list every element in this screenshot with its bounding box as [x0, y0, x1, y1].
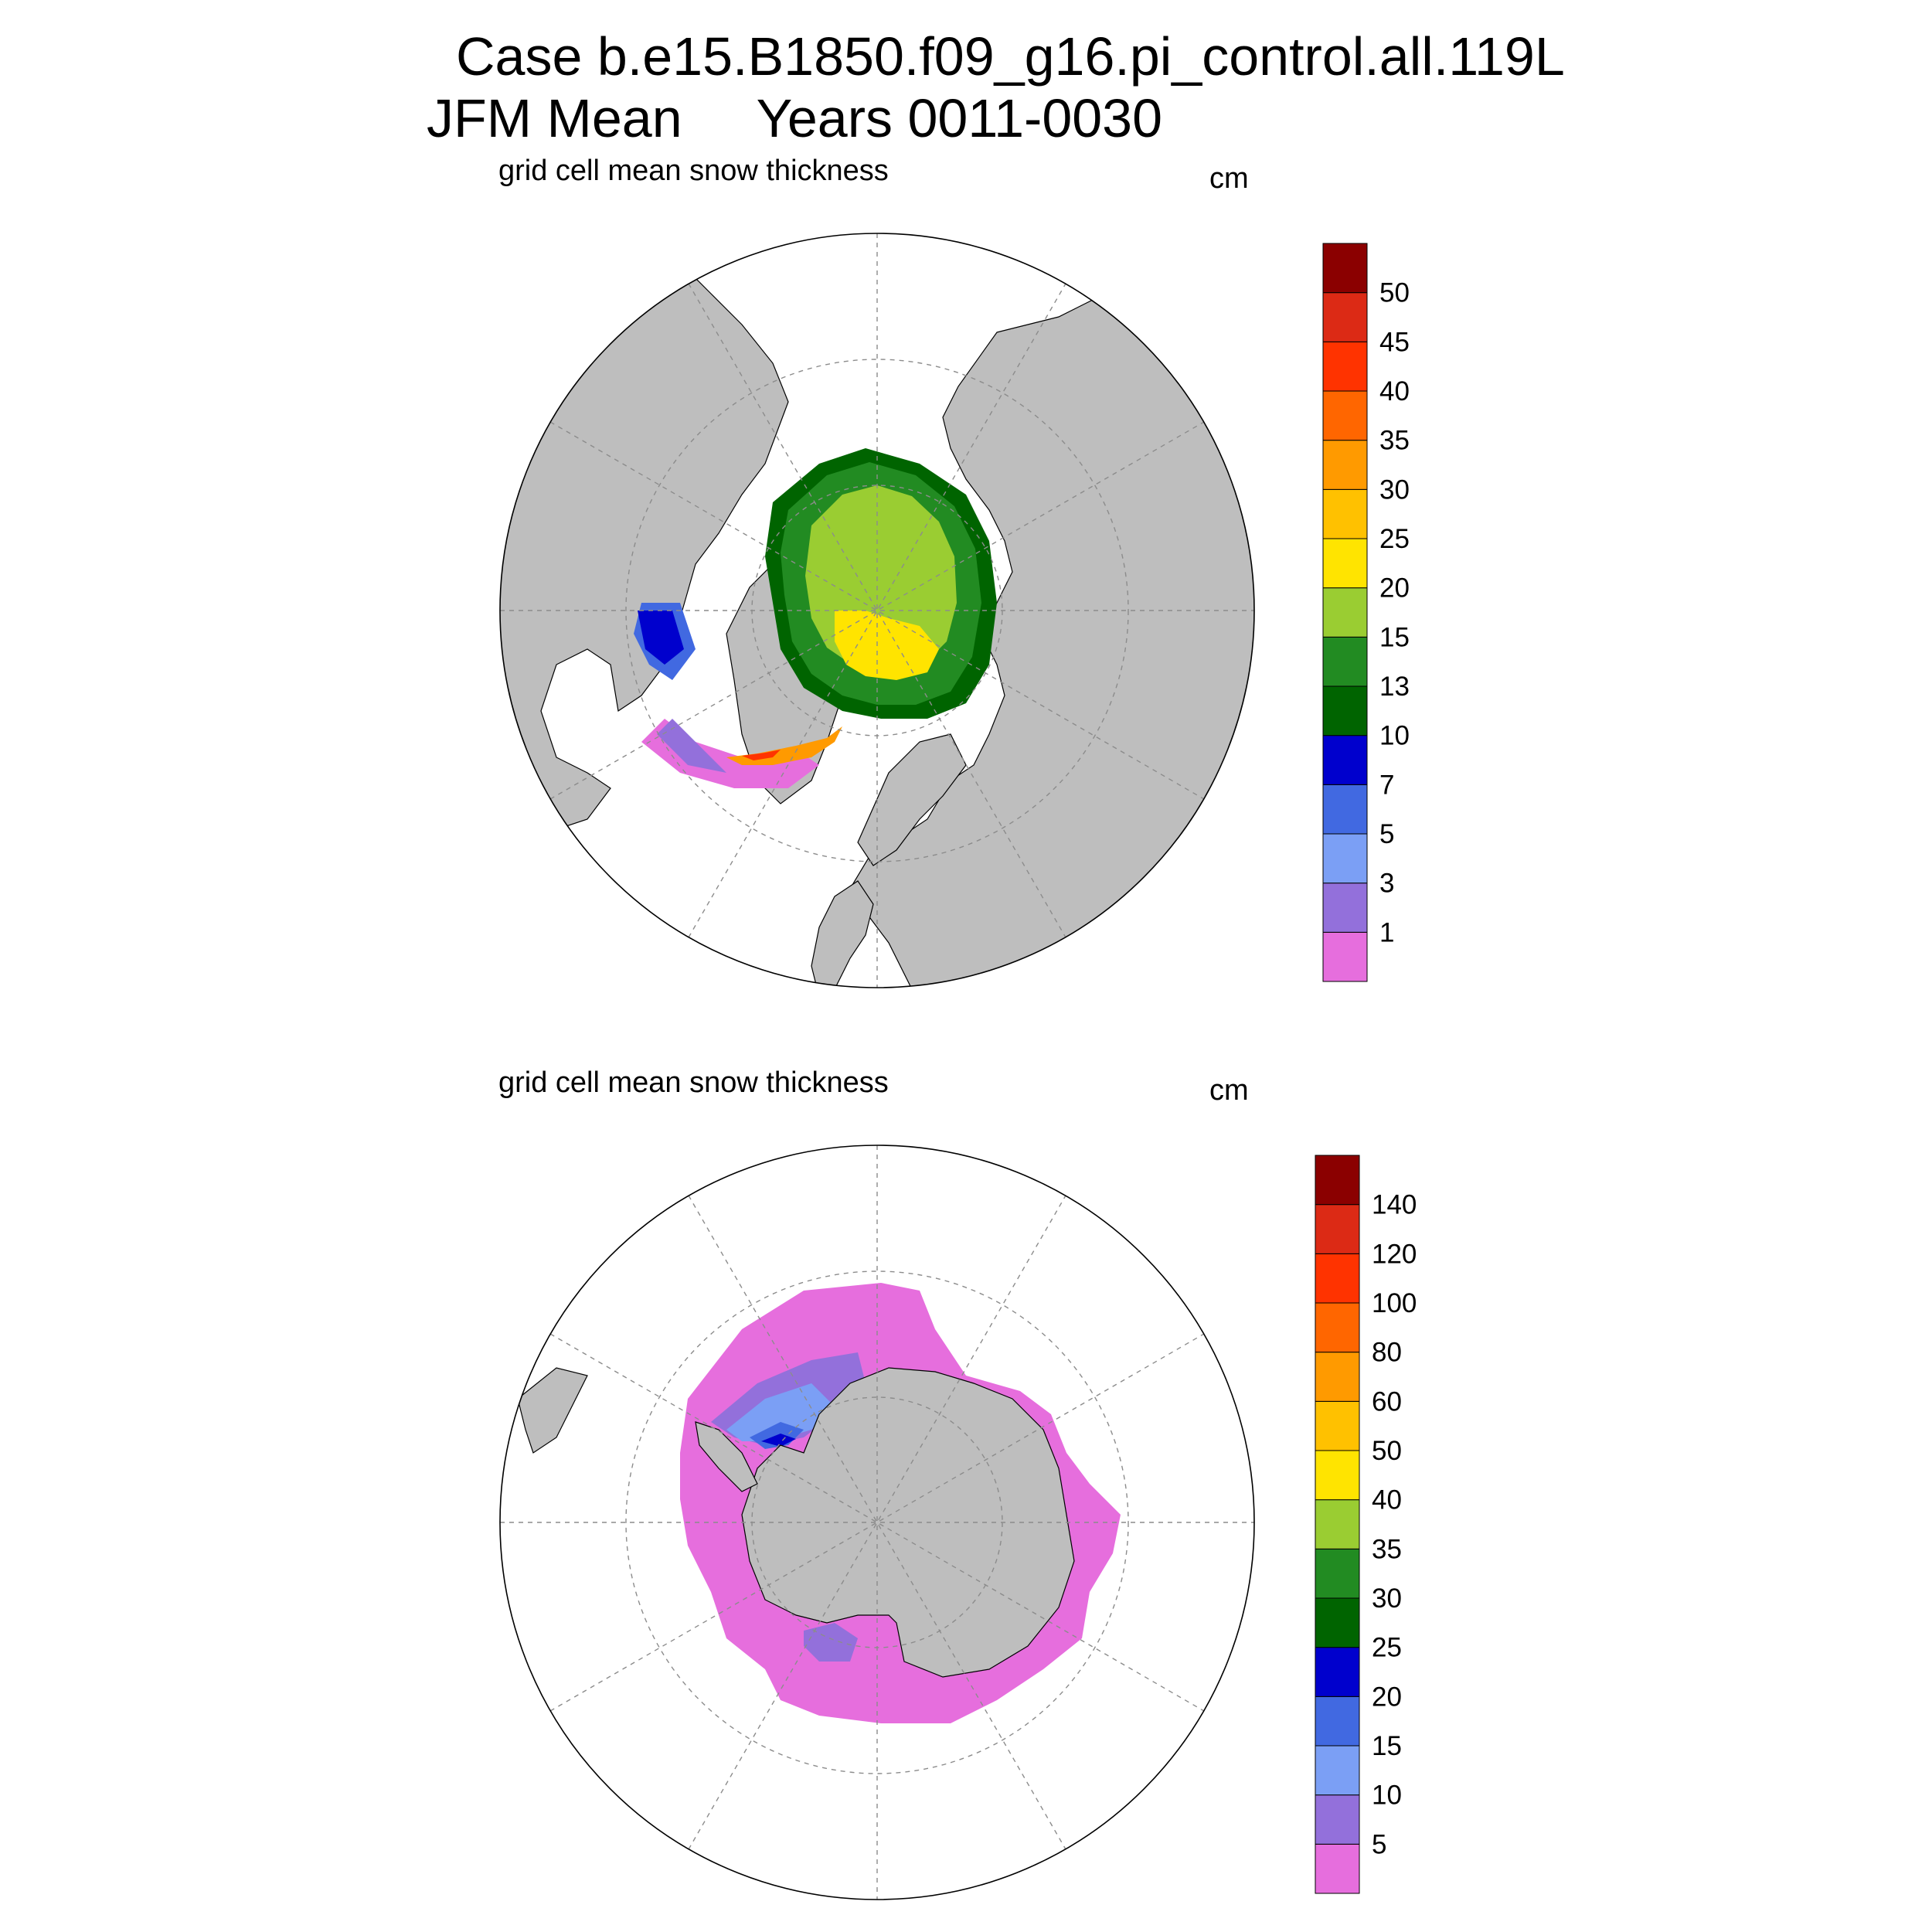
south-colorbar-swatch-0: [1315, 1843, 1360, 1894]
north-colorbar-tick-label: 40: [1379, 376, 1410, 406]
north-colorbar-swatch-9: [1322, 488, 1368, 539]
north-polar-map: [499, 233, 1255, 988]
north-colorbar-tick-label: 20: [1379, 573, 1410, 604]
north-colorbar-tick-label: 1: [1379, 917, 1394, 947]
north-land-iceland-europe: [811, 880, 874, 988]
south-map-units: cm: [1209, 1074, 1249, 1107]
north-colorbar-tick-label: 45: [1379, 327, 1410, 357]
south-colorbar-swatch-6: [1315, 1548, 1360, 1599]
south-map-boundary: [499, 1145, 1255, 1900]
north-colorbar-swatch-5: [1322, 685, 1368, 736]
north-map-units: cm: [1209, 162, 1249, 195]
north-colorbar-swatch-7: [1322, 587, 1368, 638]
south-colorbar-tick-label: 10: [1372, 1781, 1402, 1811]
south-colorbar-tick-label: 15: [1372, 1731, 1402, 1761]
south-colorbar-tick-label: 60: [1372, 1386, 1402, 1417]
south-colorbar-swatch-7: [1315, 1499, 1360, 1549]
north-colorbar-swatch-10: [1322, 440, 1368, 490]
figure-title-case: Case b.e15.B1850.f09_g16.pi_control.all.…: [456, 26, 1565, 87]
north-colorbar-swatch-13: [1322, 292, 1368, 342]
south-snow-band-10-ross: [804, 1623, 858, 1662]
south-colorbar-swatch-2: [1315, 1745, 1360, 1796]
south-colorbar-tick-label: 35: [1372, 1534, 1402, 1564]
north-colorbar-swatch-2: [1322, 833, 1368, 884]
south-land-south-america: [517, 1367, 588, 1454]
north-colorbar-swatch-11: [1322, 390, 1368, 441]
south-colorbar-tick-label: 50: [1372, 1436, 1402, 1466]
south-colorbar-swatch-12: [1315, 1253, 1360, 1304]
south-colorbar-tick-label: 80: [1372, 1338, 1402, 1368]
north-colorbar-swatch-6: [1322, 636, 1368, 687]
south-colorbar-tick-label: 140: [1372, 1190, 1417, 1220]
north-colorbar-swatch-3: [1322, 784, 1368, 835]
south-graticule: [500, 1145, 1254, 1900]
south-colorbar-tick-label: 120: [1372, 1239, 1417, 1269]
south-colorbar-swatch-4: [1315, 1647, 1360, 1697]
south-colorbar: 5 10 15 20 25 30 35 40 50 60 80 100 120 140: [1315, 1155, 1417, 1894]
north-colorbar-tick-label: 3: [1379, 869, 1394, 899]
south-colorbar-swatch-1: [1315, 1794, 1360, 1845]
south-colorbar-swatch-5: [1315, 1597, 1360, 1648]
north-colorbar-tick-label: 7: [1379, 770, 1394, 800]
south-snow-band-25: [761, 1434, 796, 1447]
north-snow-band-20: [835, 611, 939, 680]
south-colorbar-tick-label: 20: [1372, 1682, 1402, 1712]
south-snow-band-15: [726, 1383, 835, 1441]
figure-title-period: JFM Mean Years 0011-0030: [427, 88, 1163, 148]
south-colorbar-swatch-14: [1315, 1155, 1360, 1206]
south-map-title: grid cell mean snow thickness: [498, 1066, 889, 1099]
north-colorbar-tick-label: 50: [1379, 278, 1410, 308]
south-colorbar-tick-label: 40: [1372, 1485, 1402, 1515]
north-colorbar-swatch-1: [1322, 883, 1368, 933]
north-colorbar-tick-label: 25: [1379, 524, 1410, 554]
north-colorbar-tick-label: 15: [1379, 622, 1410, 652]
north-colorbar-swatch-12: [1322, 341, 1368, 392]
north-colorbar-tick-label: 13: [1379, 672, 1410, 702]
south-colorbar-swatch-10: [1315, 1352, 1360, 1402]
south-colorbar-tick-label: 100: [1372, 1288, 1417, 1318]
north-colorbar-tick-label: 30: [1379, 474, 1410, 505]
north-land-scandinavia: [857, 733, 967, 866]
south-colorbar-tick-label: 5: [1372, 1829, 1386, 1859]
south-colorbar-swatch-13: [1315, 1204, 1360, 1254]
north-colorbar-swatch-4: [1322, 735, 1368, 785]
north-graticule: [500, 233, 1254, 988]
north-map-title: grid cell mean snow thickness: [498, 155, 889, 187]
north-snow-band-7: [638, 611, 684, 665]
north-colorbar-tick-label: 10: [1379, 721, 1410, 751]
south-colorbar-swatch-9: [1315, 1400, 1360, 1451]
south-colorbar-swatch-11: [1315, 1302, 1360, 1353]
south-polar-map: [499, 1145, 1255, 1900]
north-colorbar-swatch-0: [1322, 931, 1368, 982]
south-colorbar-tick-label: 25: [1372, 1633, 1402, 1663]
south-colorbar-tick-label: 30: [1372, 1583, 1402, 1614]
north-colorbar-swatch-14: [1322, 243, 1368, 294]
south-colorbar-swatch-3: [1315, 1696, 1360, 1747]
north-colorbar-tick-label: 35: [1379, 426, 1410, 456]
south-colorbar-swatch-8: [1315, 1450, 1360, 1501]
north-colorbar-tick-label: 5: [1379, 819, 1394, 849]
north-map-boundary: [499, 233, 1255, 988]
north-snow-band-3: [657, 719, 726, 773]
north-snow-band-45: [742, 750, 781, 760]
north-colorbar-swatch-8: [1322, 538, 1368, 589]
